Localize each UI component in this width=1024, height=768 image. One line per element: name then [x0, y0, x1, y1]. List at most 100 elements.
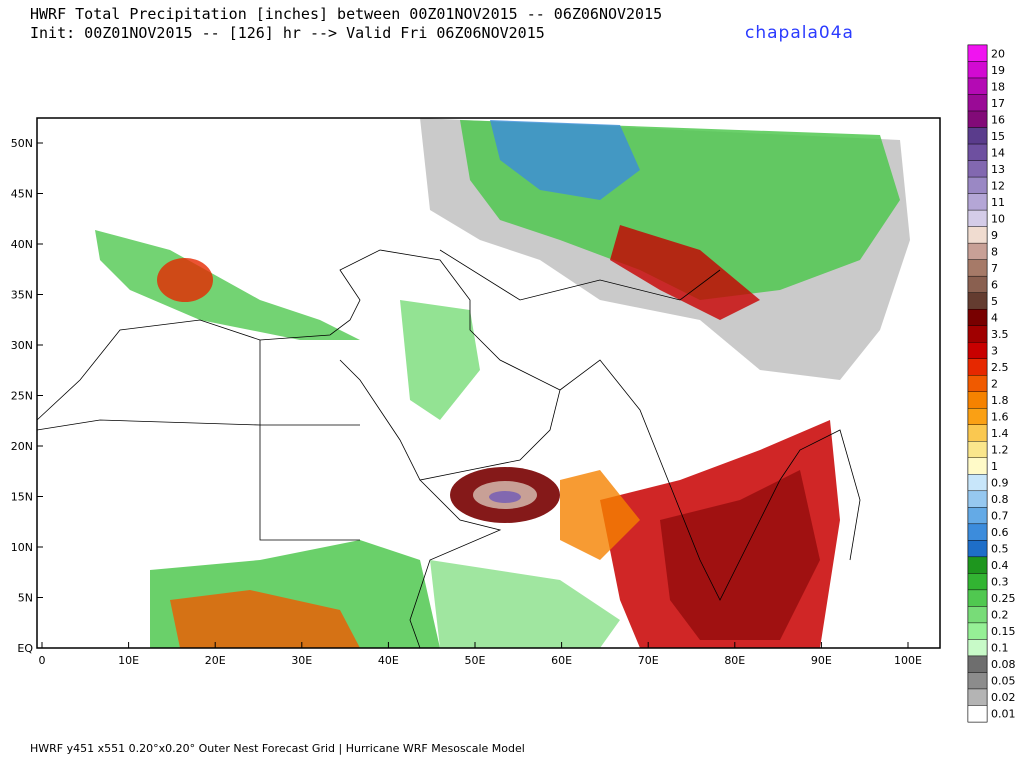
- lon-label: 80E: [724, 654, 745, 667]
- colorbar-label: 1.8: [991, 394, 1009, 407]
- colorbar-swatch: [967, 655, 988, 673]
- lon-label: 70E: [638, 654, 659, 667]
- colorbar-swatch: [967, 110, 988, 128]
- colorbar-swatch: [967, 622, 988, 640]
- colorbar-label: 11: [991, 196, 1005, 209]
- colorbar-swatch: [967, 474, 988, 492]
- precip-area: [610, 225, 760, 320]
- colorbar-swatch: [967, 143, 988, 161]
- colorbar-swatch: [967, 424, 988, 442]
- colorbar-label: 0.4: [991, 559, 1009, 572]
- colorbar-label: 0.7: [991, 510, 1009, 523]
- lat-label: 45N: [11, 188, 33, 201]
- init-line: Init: 00Z01NOV2015 -- [126] hr --> Valid…: [30, 24, 545, 42]
- colorbar-swatch: [967, 457, 988, 475]
- colorbar-label: 9: [991, 229, 998, 242]
- colorbar-label: 2.5: [991, 361, 1009, 374]
- colorbar-label: 3.5: [991, 328, 1009, 341]
- colorbar-label: 0.3: [991, 576, 1009, 589]
- colorbar-label: 7: [991, 262, 998, 275]
- colorbar-swatch: [967, 573, 988, 591]
- precip-area: [560, 470, 640, 560]
- lat-label: 20N: [11, 440, 33, 453]
- colorbar-label: 1: [991, 460, 998, 473]
- colorbar-swatch: [967, 94, 988, 112]
- colorbar-label: 0.8: [991, 493, 1009, 506]
- colorbar-label: 0.02: [991, 691, 1016, 704]
- colorbar-swatch: [967, 688, 988, 706]
- colorbar-label: 16: [991, 113, 1005, 126]
- colorbar-label: 12: [991, 179, 1005, 192]
- lon-label: 20E: [205, 654, 226, 667]
- colorbar-label: 0.05: [991, 675, 1016, 688]
- colorbar-swatch: [967, 127, 988, 145]
- colorbar-label: 19: [991, 64, 1005, 77]
- colorbar-swatch: [967, 589, 988, 607]
- border: [37, 380, 360, 431]
- storm-name: chapala04a: [745, 23, 854, 43]
- lat-label: 25N: [11, 390, 33, 403]
- precip-area: [170, 590, 360, 648]
- colorbar-swatch: [967, 375, 988, 392]
- colorbar-swatch: [967, 176, 988, 194]
- colorbar-label: 0.9: [991, 477, 1009, 490]
- colorbar-label: 1.6: [991, 411, 1009, 424]
- footer: HWRF y451 x551 0.20°x0.20° Outer Nest Fo…: [30, 742, 525, 755]
- colorbar-swatch: [967, 325, 988, 343]
- lon-label: 0: [39, 654, 46, 667]
- precip-area: [660, 470, 820, 640]
- colorbar-label: 14: [991, 146, 1005, 159]
- lat-label: 15N: [11, 491, 33, 504]
- precip-area: [400, 300, 480, 420]
- colorbar-label: 8: [991, 245, 998, 258]
- lat-label: 35N: [11, 289, 33, 302]
- coastlines: [37, 249, 861, 648]
- colorbar-swatch: [967, 209, 988, 227]
- lon-label: 90E: [811, 654, 832, 667]
- colorbar-swatch: [967, 242, 988, 260]
- colorbar-label: 6: [991, 278, 998, 291]
- colorbar-label: 0.01: [991, 708, 1016, 721]
- colorbar-label: 0.6: [991, 526, 1009, 539]
- colorbar-swatch: [967, 342, 988, 359]
- map-frame: [36, 117, 941, 649]
- lat-label: 5N: [18, 592, 33, 605]
- colorbar-swatch: [967, 507, 988, 525]
- colorbar-swatch: [967, 606, 988, 624]
- border: [439, 249, 721, 301]
- lon-label: 100E: [894, 654, 922, 667]
- colorbar-swatch: [967, 193, 988, 211]
- colorbar-swatch: [967, 490, 988, 508]
- map-panel: [36, 117, 941, 649]
- colorbar-swatch: [967, 639, 988, 657]
- lon-label: 50E: [465, 654, 486, 667]
- colorbar-swatch: [967, 408, 988, 425]
- colorbar-swatch: [967, 61, 988, 79]
- colorbar-swatch: [967, 523, 988, 541]
- precip-area: [430, 560, 620, 648]
- colorbar-swatch: [967, 556, 988, 574]
- colorbar-swatch: [967, 540, 988, 558]
- lat-label: 40N: [11, 238, 33, 251]
- colorbar-label: 0.08: [991, 658, 1016, 671]
- colorbar-label: 0.2: [991, 609, 1009, 622]
- lat-label: EQ: [17, 642, 33, 655]
- title-line: HWRF Total Precipitation [inches] betwee…: [30, 5, 662, 23]
- colorbar-swatch: [967, 705, 988, 723]
- precip-field: [95, 118, 910, 648]
- colorbar-label: 0.15: [991, 625, 1016, 638]
- colorbar-label: 10: [991, 212, 1005, 225]
- colorbar-swatch: [967, 275, 988, 293]
- colorbar-label: 20: [991, 47, 1005, 60]
- coastline: [37, 249, 561, 481]
- colorbar-swatch: [967, 77, 988, 95]
- colorbar-swatch: [967, 160, 988, 178]
- colorbar-label: 13: [991, 163, 1005, 176]
- colorbar-label: 3: [991, 344, 998, 357]
- colorbar-swatch: [967, 358, 988, 376]
- colorbar-label: 4: [991, 311, 998, 324]
- colorbar-label: 0.1: [991, 642, 1009, 655]
- colorbar-swatch: [967, 226, 988, 244]
